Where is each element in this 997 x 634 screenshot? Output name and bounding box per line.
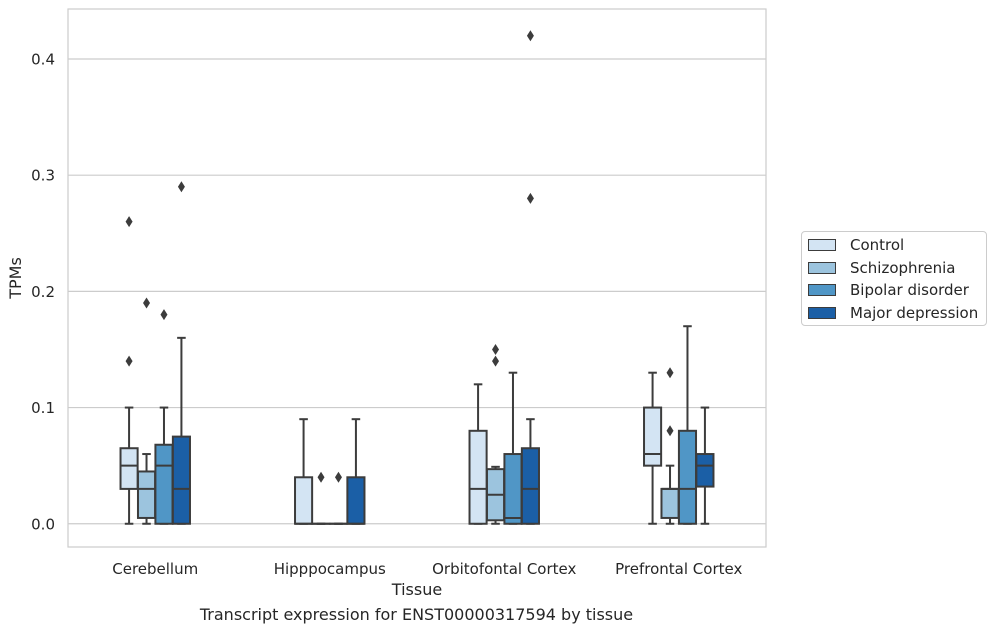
legend-item-bipolar-disorder: Bipolar disorder bbox=[808, 280, 969, 300]
outlier-point bbox=[666, 425, 674, 437]
box-hipppocampus-schizophrenia bbox=[311, 471, 331, 525]
box-cerebellum-schizophrenia bbox=[136, 297, 157, 525]
outlier-point bbox=[334, 471, 342, 483]
box-cerebellum-major-depression bbox=[171, 181, 191, 525]
legend-label-control: Control bbox=[850, 236, 905, 254]
box-body bbox=[503, 453, 523, 525]
outlier-point bbox=[526, 192, 534, 204]
outlier-point bbox=[125, 216, 133, 228]
legend: Control Schizophrenia Bipolar disorder M… bbox=[801, 231, 987, 326]
box-body bbox=[294, 476, 314, 525]
legend-label-bipolar-disorder: Bipolar disorder bbox=[850, 281, 969, 299]
legend-swatch-major-depression bbox=[808, 307, 836, 319]
box-body bbox=[677, 429, 698, 525]
legend-swatch-control bbox=[808, 239, 836, 251]
outlier-point bbox=[666, 367, 674, 379]
box-hipppocampus-control bbox=[294, 418, 314, 525]
box-orbitofontal-cortex-schizophrenia bbox=[485, 343, 506, 525]
box-cerebellum-control bbox=[119, 216, 139, 525]
legend-swatch-schizophrenia bbox=[808, 262, 836, 274]
boxes-layer bbox=[119, 30, 715, 525]
outlier-point bbox=[492, 355, 500, 367]
outlier-point bbox=[526, 30, 534, 42]
outlier-point bbox=[317, 471, 325, 483]
box-body bbox=[154, 443, 174, 525]
box-body bbox=[468, 429, 488, 525]
box-body bbox=[520, 447, 540, 525]
box-body bbox=[171, 435, 191, 525]
y-tick-label: 0.4 bbox=[31, 50, 55, 68]
outlier-point bbox=[143, 297, 151, 309]
y-tick-label: 0.1 bbox=[31, 399, 55, 417]
box-body bbox=[136, 470, 157, 519]
y-axis-label: TPMs bbox=[6, 257, 25, 300]
box-body bbox=[695, 453, 715, 488]
chart-caption: Transcript expression for ENST0000031759… bbox=[199, 605, 634, 624]
legend-label-major-depression: Major depression bbox=[850, 304, 979, 322]
box-prefrontal-cortex-control bbox=[643, 371, 663, 525]
outlier-point bbox=[177, 181, 185, 193]
box-prefrontal-cortex-major-depression bbox=[695, 406, 715, 525]
x-axis-label: Tissue bbox=[391, 580, 442, 599]
box-body bbox=[119, 447, 139, 490]
y-tick-labels: 0.0 0.1 0.2 0.3 0.4 bbox=[31, 50, 55, 533]
outlier-point bbox=[492, 343, 500, 355]
legend-label-schizophrenia: Schizophrenia bbox=[850, 259, 956, 277]
x-tick-label-hipppocampus: Hipppocampus bbox=[274, 560, 386, 578]
box-hipppocampus-major-depression bbox=[346, 418, 366, 525]
legend-item-schizophrenia: Schizophrenia bbox=[808, 258, 955, 278]
outlier-point bbox=[125, 355, 133, 367]
x-tick-label-cerebellum: Cerebellum bbox=[112, 560, 198, 578]
y-tick-label: 0.0 bbox=[31, 515, 55, 533]
x-tick-labels: Cerebellum Hipppocampus Orbitofontal Corte… bbox=[112, 560, 742, 578]
x-tick-label-prefrontal-cortex: Prefrontal Cortex bbox=[615, 560, 742, 578]
y-tick-label: 0.2 bbox=[31, 283, 55, 301]
box-cerebellum-bipolar-disorder bbox=[154, 309, 174, 525]
box-orbitofontal-cortex-control bbox=[468, 383, 488, 525]
legend-swatch-bipolar-disorder bbox=[808, 284, 836, 296]
box-body bbox=[660, 487, 680, 519]
box-orbitofontal-cortex-major-depression bbox=[520, 30, 540, 525]
x-tick-label-orbitofontal-cortex: Orbitofontal Cortex bbox=[432, 560, 576, 578]
y-tick-label: 0.3 bbox=[31, 167, 55, 185]
box-body bbox=[643, 406, 663, 467]
box-body bbox=[346, 476, 366, 525]
legend-item-major-depression: Major depression bbox=[808, 303, 978, 323]
legend-item-control: Control bbox=[808, 235, 904, 255]
outlier-point bbox=[160, 309, 168, 321]
